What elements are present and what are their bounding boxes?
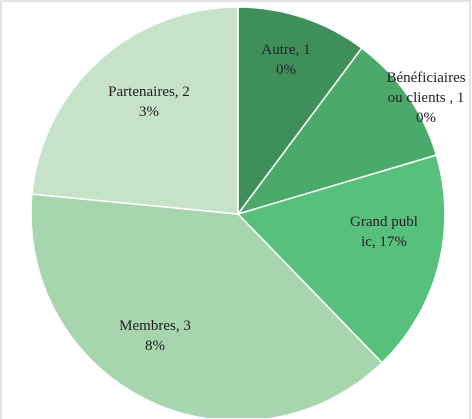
pie-slice — [237, 6, 363, 217]
label-box: Partenaires, 23% — [108, 84, 190, 120]
pie-slice — [31, 6, 239, 215]
label-box: Grand public, 17% — [350, 214, 418, 250]
data-label: Membres, 38% — [119, 318, 191, 354]
label-box: Membres, 38% — [119, 318, 191, 354]
data-label: Partenaires, 23% — [108, 84, 190, 120]
pie-slice — [236, 47, 438, 216]
label-box: Autre, 10% — [261, 42, 311, 78]
label-box: Bénéficiaires ou clients , 10% — [386, 70, 466, 126]
data-label: Grand public, 17% — [350, 214, 418, 250]
data-label: Bénéficiaires ou clients , 10% — [386, 70, 466, 126]
pie — [30, 6, 446, 418]
pie-slice — [236, 154, 446, 364]
pie-slice — [30, 193, 384, 418]
data-label: Autre, 10% — [261, 42, 311, 78]
